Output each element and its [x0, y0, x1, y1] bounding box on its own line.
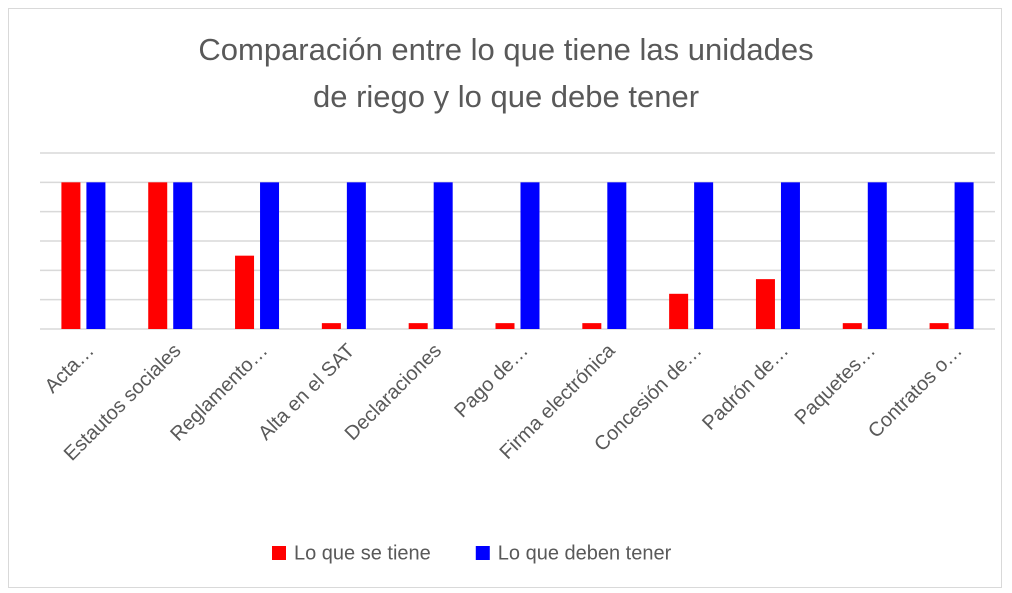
- bar: [260, 182, 280, 329]
- bar: [173, 182, 193, 329]
- bar: [669, 293, 689, 329]
- legend-label: Lo que deben tener: [498, 542, 672, 564]
- chart-title: Comparación entre lo que tiene las unida…: [198, 32, 814, 114]
- bar: [235, 255, 255, 329]
- bar: [520, 182, 540, 329]
- bar: [755, 279, 775, 329]
- bar: [433, 182, 453, 329]
- x-tick-label: Pago de…: [450, 340, 532, 422]
- bar: [582, 323, 602, 329]
- bar: [61, 182, 81, 329]
- bar: [842, 323, 862, 329]
- bar: [495, 323, 515, 329]
- bar: [607, 182, 627, 329]
- bar: [694, 182, 714, 329]
- bar: [929, 323, 949, 329]
- x-tick-label: Paquetes…: [791, 340, 880, 429]
- bar: [321, 323, 341, 329]
- bar: [867, 182, 887, 329]
- x-tick-label: Acta…: [41, 340, 99, 398]
- legend-swatch: [475, 546, 490, 560]
- bar: [148, 182, 168, 329]
- bar: [86, 182, 106, 329]
- legend-swatch: [272, 546, 286, 560]
- bar: [780, 182, 800, 329]
- x-tick-label: Padrón de…: [698, 340, 793, 435]
- bar: [954, 182, 974, 329]
- bar: [346, 182, 366, 329]
- bar: [408, 323, 428, 329]
- chart-border: [8, 8, 1002, 588]
- legend-label: Lo que se tiene: [294, 542, 431, 564]
